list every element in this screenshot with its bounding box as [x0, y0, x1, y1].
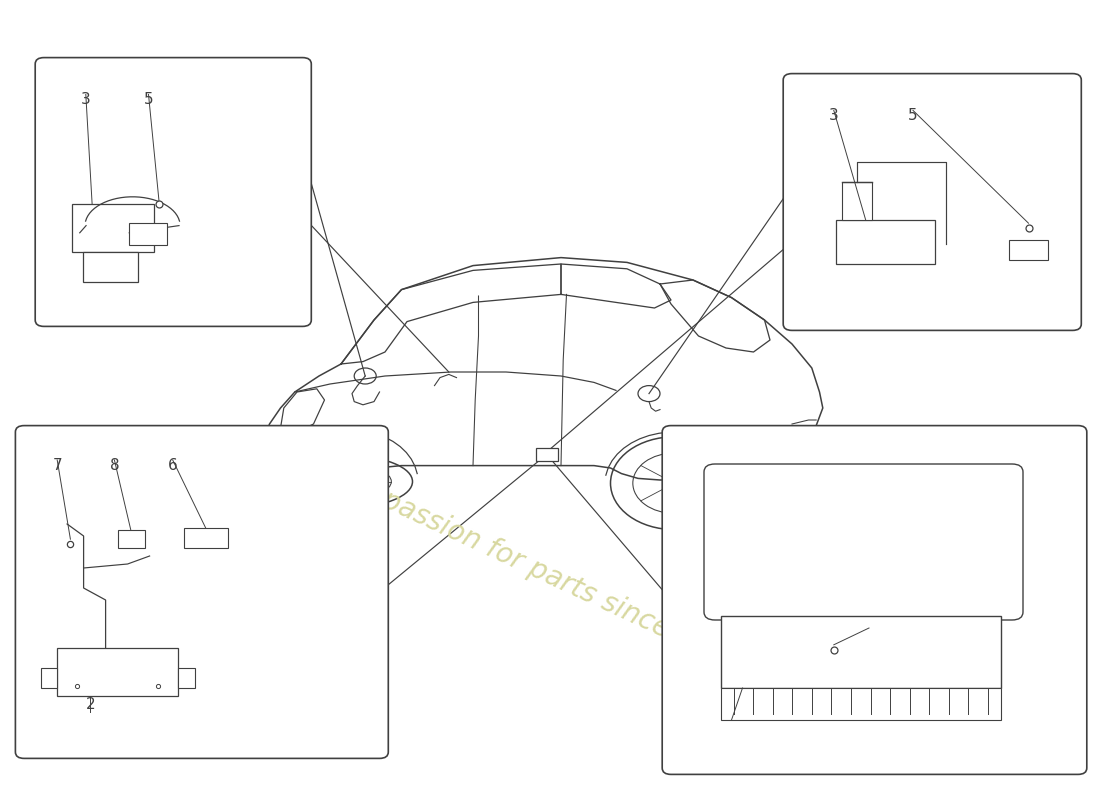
FancyBboxPatch shape: [1009, 240, 1048, 260]
FancyBboxPatch shape: [178, 668, 195, 688]
FancyBboxPatch shape: [57, 648, 178, 696]
Text: 1: 1: [727, 705, 736, 720]
Text: 3: 3: [81, 92, 90, 107]
Text: 5: 5: [909, 108, 917, 123]
FancyBboxPatch shape: [783, 74, 1081, 330]
FancyBboxPatch shape: [35, 58, 311, 326]
FancyBboxPatch shape: [129, 223, 167, 246]
Text: 6: 6: [168, 458, 177, 473]
Text: a passion for parts since 1985: a passion for parts since 1985: [354, 474, 746, 678]
FancyBboxPatch shape: [15, 426, 388, 758]
Text: 7: 7: [53, 458, 62, 473]
FancyBboxPatch shape: [662, 426, 1087, 774]
FancyBboxPatch shape: [118, 530, 145, 548]
Text: 4: 4: [865, 613, 873, 628]
FancyBboxPatch shape: [836, 220, 935, 264]
FancyBboxPatch shape: [704, 464, 1023, 620]
Text: 2: 2: [86, 697, 95, 712]
Text: 5: 5: [144, 92, 153, 107]
FancyBboxPatch shape: [41, 668, 57, 688]
FancyBboxPatch shape: [720, 616, 1001, 688]
FancyBboxPatch shape: [720, 688, 1001, 720]
FancyBboxPatch shape: [536, 448, 558, 461]
FancyBboxPatch shape: [72, 204, 154, 252]
FancyBboxPatch shape: [184, 528, 228, 548]
FancyBboxPatch shape: [82, 252, 138, 282]
Text: 8: 8: [110, 458, 119, 473]
Text: 3: 3: [829, 108, 838, 123]
FancyBboxPatch shape: [842, 182, 872, 220]
